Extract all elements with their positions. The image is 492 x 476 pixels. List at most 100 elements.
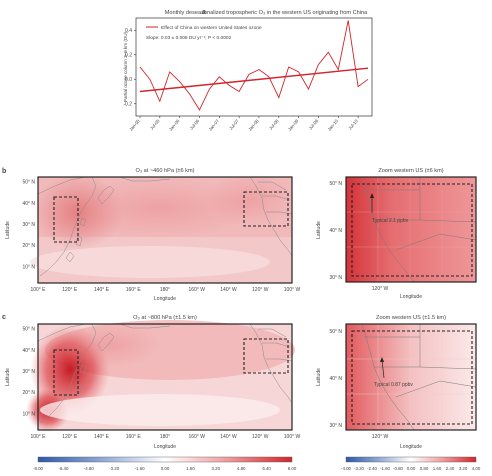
panel-c-lon-ticks: 100° E 120° E 140° E 160° E 180° 160° W 140° W…: [30, 434, 300, 440]
trend-line: [139, 67, 369, 93]
x-tick-label: Jan-05: [128, 118, 141, 132]
colorbar-tick-label: -8.00: [33, 466, 44, 471]
zoom-coast-c: [361, 323, 477, 431]
panel-b-letter: b: [2, 168, 6, 175]
panel-a-plot-frame: [135, 17, 373, 117]
lat-tick-label: 30° N: [22, 222, 35, 228]
panel-b-zoom: Zoom western US (±6 km) Typical 2.1 ppbv…: [316, 168, 477, 300]
colorbar-tick-label: -4.00: [341, 466, 352, 471]
colorbar-tick-label: 0.00: [161, 466, 170, 471]
colorbar-tick-label: 3.20: [212, 466, 221, 471]
x-tick-label: Jan-10: [327, 118, 340, 132]
y-tick-label: 0.2: [125, 53, 132, 59]
source-region-box-b: [53, 196, 79, 243]
panel-b-lat-ticks: 50° N 40° N 30° N 20° N 10° N: [22, 180, 35, 271]
colorbar-tick-label: -1.60: [380, 466, 391, 471]
y-tick-label: 0.4: [125, 28, 132, 34]
panel-c-xlabel: Longitude: [154, 444, 176, 450]
legend-entry: Effect of China on western United States…: [161, 25, 262, 31]
zoom-grid-cells-c: [346, 324, 476, 430]
panel-b-map-title: O₃ at ~460 hPa (±6 km): [136, 168, 195, 174]
map-frame-b: [37, 176, 293, 284]
zoom-box-c: [351, 330, 473, 425]
colorbar-tick-label: -3.20: [109, 466, 120, 471]
colorbar-zoom: -4.00 -3.20 -2.40 -1.60 -0.80 0.00 0.80 1.60 2.4…: [341, 456, 481, 471]
lon-tick-label: 160° E: [126, 434, 142, 440]
panel-b-map: b O₃ at ~460 hPa (±6 km) 50° N 40° N 30° N…: [2, 168, 301, 302]
colorbar-tick-label: -6.40: [58, 466, 69, 471]
lon-tick-label: 100° E: [30, 434, 46, 440]
panel-c-lat-ticks: 50° N 40° N 30° N 20° N 10° N: [22, 327, 35, 418]
zoom-frame-b: [345, 176, 477, 283]
coastlines-c: [37, 323, 293, 424]
x-tick-label: Jan-06: [168, 118, 181, 132]
panel-c-zoom: Zoom western US (±1.5 km) Typical 0.87 p…: [316, 315, 477, 450]
zoom-ylabel-b: Latitude: [316, 221, 322, 239]
lon-tick-label: 120° W: [252, 287, 269, 293]
ozone-field-c: [26, 320, 295, 432]
lat-tick-label: 10° N: [22, 411, 35, 417]
panel-a-series: [139, 20, 369, 111]
lat-tick-label: 20° N: [22, 243, 35, 249]
panel-a: a Monthly deseasonalized tropospheric O₃…: [123, 9, 373, 132]
lon-tick-label: 140° E: [94, 434, 110, 440]
panel-c-map-title: O₃ at ~800 hPa (±1.5 km): [133, 315, 197, 321]
zoom-field-b: [346, 177, 476, 282]
panel-c-letter: c: [2, 314, 6, 321]
annotation-b: Typical 2.1 ppbv: [372, 218, 409, 224]
panel-b-xlabel: Longitude: [154, 296, 176, 302]
source-region-box-c: [53, 349, 79, 396]
coastlines-b: [37, 176, 293, 277]
zoom-frame-c: [345, 323, 477, 431]
lon-tick-label: 180°: [160, 287, 170, 293]
panel-c-zoom-title: Zoom western US (±1.5 km): [376, 315, 446, 321]
colorbar-tick-label: -3.20: [354, 466, 365, 471]
panel-a-y-ticks: -0.2 0.0 0.2 0.4: [123, 28, 136, 108]
panel-c-map: c O₃ at ~800 hPa (±1.5 km) 50° N 40° N 30°…: [2, 314, 301, 450]
panel-a-letter: a: [202, 9, 206, 16]
lon-tick-label: 100° E: [30, 287, 46, 293]
colorbar-tick-label: 4.80: [237, 466, 246, 471]
zoom-lat-tick: 50° N: [329, 181, 342, 187]
colorbar-main-ticks: -8.00 -6.40 -4.80 -3.20 -1.60 0.00 1.60 3.20 4.8…: [33, 466, 297, 471]
zoom-lat-tick: 30° N: [329, 423, 342, 429]
colorbar-tick-label: 0.80: [420, 466, 429, 471]
lon-tick-label: 140° W: [220, 434, 237, 440]
lon-tick-label: 120° W: [252, 434, 269, 440]
colorbar-tick-label: 6.40: [262, 466, 271, 471]
lat-tick-label: 10° N: [22, 264, 35, 270]
zoom-lat-tick: 50° N: [329, 329, 342, 335]
lon-tick-label: 100° W: [284, 287, 301, 293]
western-us-box-b: [243, 191, 289, 227]
slope-annotation: Slope: 0.03 ± 0.008 DU yr⁻¹; P < 0.0002: [146, 35, 232, 41]
x-tick-label: Jan-09: [287, 118, 300, 132]
zoom-lon-tick: 120° W: [372, 434, 389, 440]
panel-a-ylabel: Partial ozone column 3–9 km (DU): [123, 31, 128, 102]
panel-b-lon-ticks: 100° E 120° E 140° E 160° E 180° 160° W 140° W…: [30, 287, 300, 293]
map-frame-c: [37, 323, 293, 431]
lon-tick-label: 160° W: [189, 434, 206, 440]
x-tick-label: Jul-06: [189, 118, 201, 131]
zoom-lat-tick: 40° N: [329, 376, 342, 382]
x-tick-label: Jul-09: [308, 118, 320, 131]
zoom-coast-b: [361, 176, 477, 283]
colorbar-tick-label: 3.20: [459, 466, 468, 471]
colorbar-tick-label: 8.00: [288, 466, 297, 471]
lat-tick-label: 40° N: [22, 348, 35, 354]
lon-tick-label: 120° E: [62, 287, 78, 293]
panel-a-x-ticks: Jan-05 Jul-05 Jan-06 Jul-06 Jan-07 Jul-07 Jan-…: [128, 116, 359, 132]
colorbar-tick-label: 1.60: [433, 466, 442, 471]
ozone-field-b: [30, 174, 295, 283]
zoom-lon-tick: 120° W: [372, 286, 389, 292]
zoom-lat-tick: 40° N: [329, 228, 342, 234]
colorbar-tick-label: 1.60: [186, 466, 195, 471]
western-us-box-c: [243, 338, 289, 374]
x-tick-label: Jan-08: [247, 118, 260, 132]
annotation-arrowhead-c: [380, 357, 384, 362]
zoom-xlabel-c: Longitude: [400, 444, 422, 450]
lat-tick-label: 30° N: [22, 369, 35, 375]
zoom-lat-tick: 30° N: [329, 275, 342, 281]
colorbar-tick-label: -0.80: [393, 466, 404, 471]
lon-tick-label: 140° W: [220, 287, 237, 293]
